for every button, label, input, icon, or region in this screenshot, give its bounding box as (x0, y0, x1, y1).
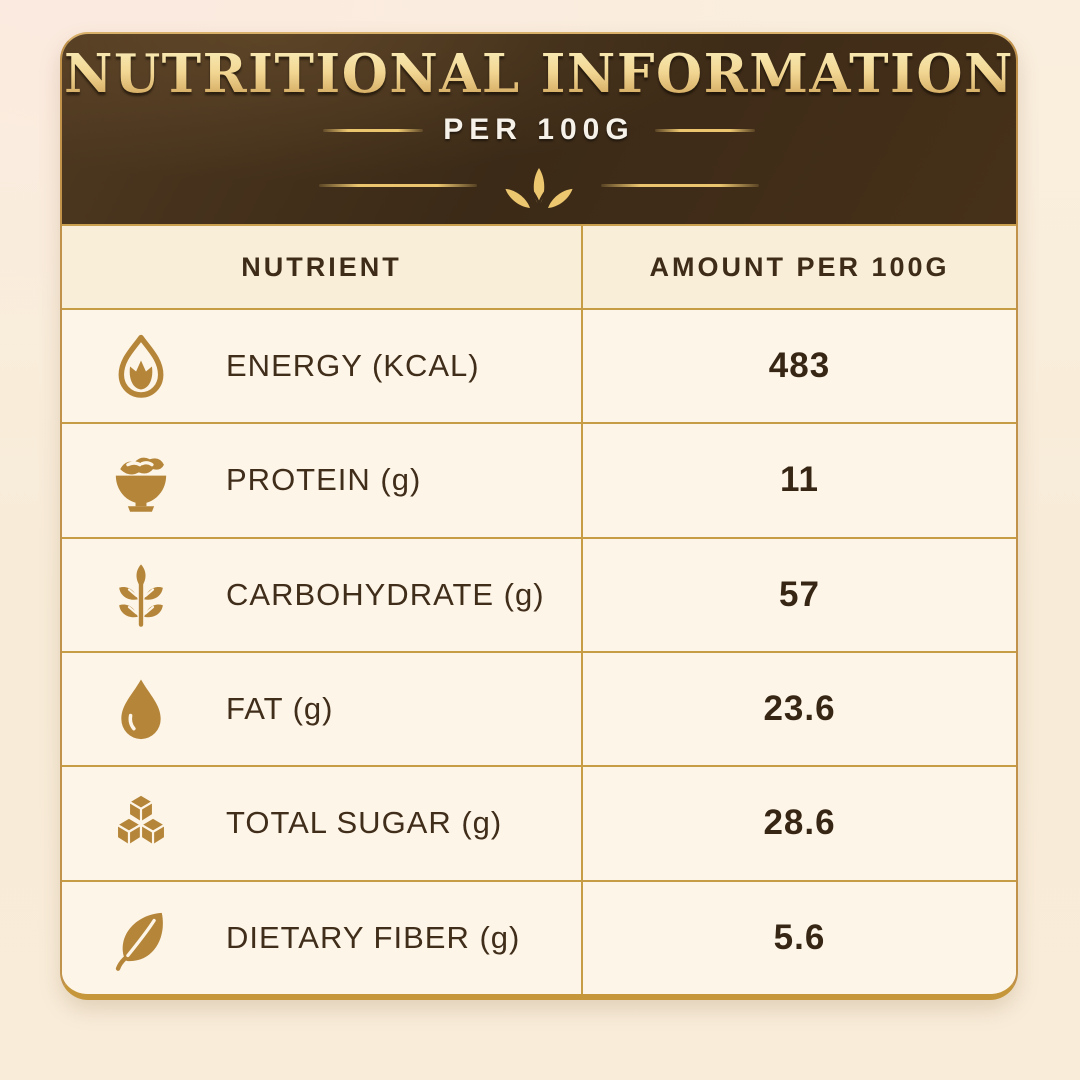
nutrient-value: 57 (779, 574, 820, 614)
nutrient-cell: FAT (g) (62, 652, 583, 766)
nutrient-cell: CARBOHYDRATE (g) (62, 538, 583, 651)
amount-column-header-cell: AMOUNT PER 100G (583, 226, 1016, 308)
page-title: NUTRITIONAL INFORMATION (64, 42, 1014, 105)
amount-cell: 23.6 (583, 653, 1016, 765)
nutrient-cell: DIETARY FIBER (g) (62, 881, 583, 994)
nutrient-value: 23.6 (763, 689, 836, 729)
divider-line (319, 184, 477, 188)
flame-icon (106, 331, 176, 401)
divider-line (654, 128, 755, 132)
amount-cell: 483 (583, 310, 1016, 422)
nutrient-label: FAT (g) (226, 691, 334, 727)
amount-cell: 5.6 (583, 882, 1016, 994)
nutrient-label: ENERGY (KCAL) (226, 348, 480, 384)
nutrition-card: NUTRITIONAL INFORMATION PER 100G (60, 32, 1018, 1000)
leaf-icon (106, 903, 176, 973)
sugar-cubes-icon (106, 788, 176, 858)
title-banner: NUTRITIONAL INFORMATION PER 100G (62, 34, 1016, 226)
nutrient-column-header-cell: NUTRIENT (62, 226, 583, 308)
table-row: DIETARY FIBER (g) 5.6 (62, 879, 1016, 994)
nutrient-cell: TOTAL SUGAR (g) (62, 767, 583, 880)
leaves-ornament-icon (497, 156, 581, 215)
nutrient-label: PROTEIN (g) (226, 462, 422, 498)
nutrient-cell: ENERGY (KCAL) (62, 310, 583, 423)
table-row: TOTAL SUGAR (g) 28.6 (62, 765, 1016, 880)
amount-column-header: AMOUNT PER 100G (649, 251, 950, 282)
nutrient-cell: PROTEIN (g) (62, 424, 583, 537)
divider-line (323, 128, 424, 132)
subtitle-row: PER 100G (323, 113, 755, 147)
table-header-row: NUTRIENT AMOUNT PER 100G (62, 226, 1016, 308)
table-row: FAT (g) 23.6 (62, 650, 1016, 766)
divider-line (601, 184, 759, 188)
nutrient-column-header: NUTRIENT (241, 251, 402, 282)
table-row: PROTEIN (g) 11 (62, 422, 1016, 537)
ornament-row (319, 156, 759, 215)
wheat-icon (106, 560, 176, 630)
droplet-icon (106, 674, 176, 744)
nutrient-value: 483 (768, 346, 831, 386)
bowl-icon (106, 445, 176, 515)
nutrient-value: 5.6 (773, 917, 826, 957)
nutrient-label: TOTAL SUGAR (g) (226, 805, 503, 841)
nutrition-table: NUTRIENT AMOUNT PER 100G ENERGY (KCAL) 4… (62, 226, 1016, 994)
amount-cell: 57 (583, 539, 1016, 651)
table-row: CARBOHYDRATE (g) 57 (62, 536, 1016, 651)
table-row: ENERGY (KCAL) 483 (62, 308, 1016, 423)
serving-subtitle: PER 100G (443, 113, 635, 147)
nutrient-value: 11 (780, 460, 819, 500)
nutrient-label: DIETARY FIBER (g) (226, 919, 521, 955)
amount-cell: 28.6 (583, 767, 1016, 879)
nutrient-value: 28.6 (763, 803, 836, 843)
nutrient-label: CARBOHYDRATE (g) (226, 576, 545, 612)
amount-cell: 11 (583, 424, 1016, 536)
